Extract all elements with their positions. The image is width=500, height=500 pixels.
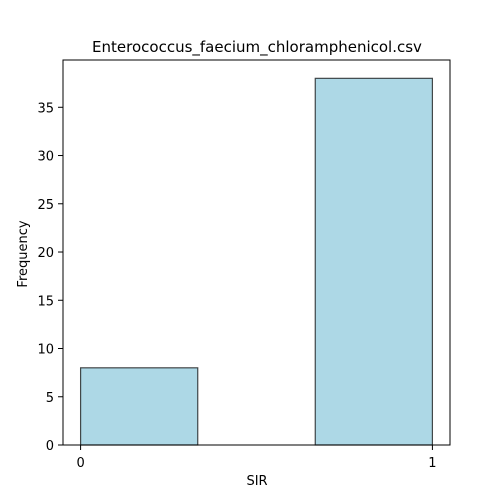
x-tick-label-0: 0 [76,456,84,471]
x-tick-label-1: 1 [428,456,436,471]
y-tick-label-6: 30 [37,150,54,165]
y-tick-label-0: 0 [46,439,54,454]
histogram-bar-0 [81,368,198,445]
x-axis-label: SIR [246,474,267,489]
y-tick-label-1: 5 [46,391,54,406]
y-axis: 0 5 10 15 20 25 30 35 [37,101,63,454]
y-tick-label-2: 10 [37,343,54,358]
y-tick-label-5: 25 [37,198,54,213]
y-tick-label-4: 20 [37,246,54,261]
histogram-bar-1 [315,78,432,445]
y-tick-label-7: 35 [37,101,54,116]
y-axis-label: Frequency [16,220,31,287]
chart-title: Enterococcus_faecium_chloramphenicol.csv [92,38,422,57]
y-tick-label-3: 15 [37,294,54,309]
bars-layer [81,78,433,445]
